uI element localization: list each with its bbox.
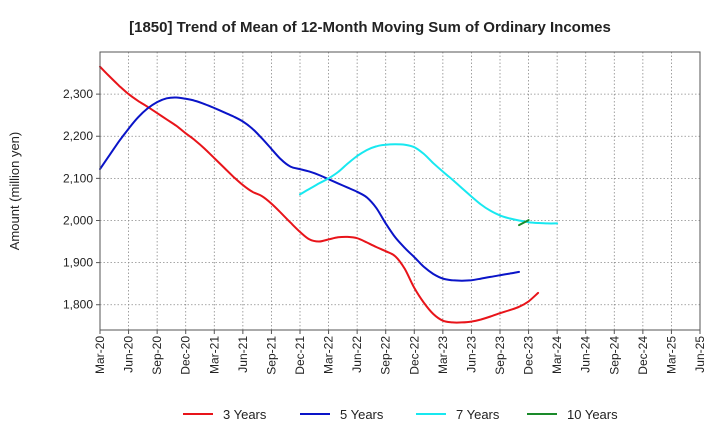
x-tick-label: Sep-23: [493, 336, 507, 375]
x-tick-label: Dec-21: [293, 336, 307, 375]
x-tick-label: Mar-25: [664, 336, 678, 374]
series-line-10-years: [518, 219, 530, 227]
x-tick-label: Sep-22: [379, 336, 393, 375]
y-tick-label: 2,000: [63, 213, 93, 227]
legend: 3 Years 5 Years 7 Years 10 Years: [183, 407, 618, 422]
series-layer: [99, 65, 559, 324]
x-tick-label: Dec-20: [179, 336, 193, 375]
chart-title: [1850] Trend of Mean of 12-Month Moving …: [129, 19, 611, 36]
grid-layer: [99, 52, 701, 330]
legend-label: 3 Years: [223, 407, 267, 422]
x-tick-label: Mar-23: [436, 336, 450, 374]
x-tick-label: Mar-21: [207, 336, 221, 374]
x-tick-label: Sep-24: [607, 336, 621, 375]
x-tick-label: Dec-23: [522, 336, 536, 375]
x-tick-label: Jun-24: [579, 336, 593, 373]
legend-label: 7 Years: [456, 407, 500, 422]
plot-frame: [99, 51, 701, 331]
x-tick-label: Jun-22: [350, 336, 364, 373]
y-tick-label: 2,300: [63, 87, 93, 101]
series-line-5-years: [99, 96, 520, 282]
legend-item-10-years: 10 Years: [527, 407, 618, 422]
x-tick-label: Sep-20: [150, 336, 164, 375]
x-tick-label: Mar-24: [550, 336, 564, 374]
y-axis-label: Amount (million yen): [7, 132, 22, 251]
series-line-7-years: [299, 143, 559, 225]
x-tick-label: Mar-20: [93, 336, 107, 374]
x-tick-label: Mar-22: [322, 336, 336, 374]
x-tick-label: Jun-25: [693, 336, 707, 373]
y-tick-label: 2,100: [63, 171, 93, 185]
legend-label: 10 Years: [567, 407, 618, 422]
x-tick-label: Sep-21: [264, 336, 278, 375]
x-tick-label: Jun-21: [236, 336, 250, 373]
x-tick-label: Jun-20: [122, 336, 136, 373]
legend-item-3-years: 3 Years: [183, 407, 267, 422]
series-line-3-years: [99, 65, 540, 324]
x-tick-label: Dec-22: [407, 336, 421, 375]
y-tick-label: 1,800: [63, 298, 93, 312]
x-tick-label: Dec-24: [636, 336, 650, 375]
legend-item-5-years: 5 Years: [300, 407, 384, 422]
legend-item-7-years: 7 Years: [416, 407, 500, 422]
y-tick-label: 2,200: [63, 129, 93, 143]
x-tick-label: Jun-23: [464, 336, 478, 373]
axis-layer: 1,800 1,900 2,000 2,100 2,200 2,300 Mar-20 Jun-…: [63, 51, 707, 375]
y-tick-label: 1,900: [63, 256, 93, 270]
legend-label: 5 Years: [340, 407, 384, 422]
